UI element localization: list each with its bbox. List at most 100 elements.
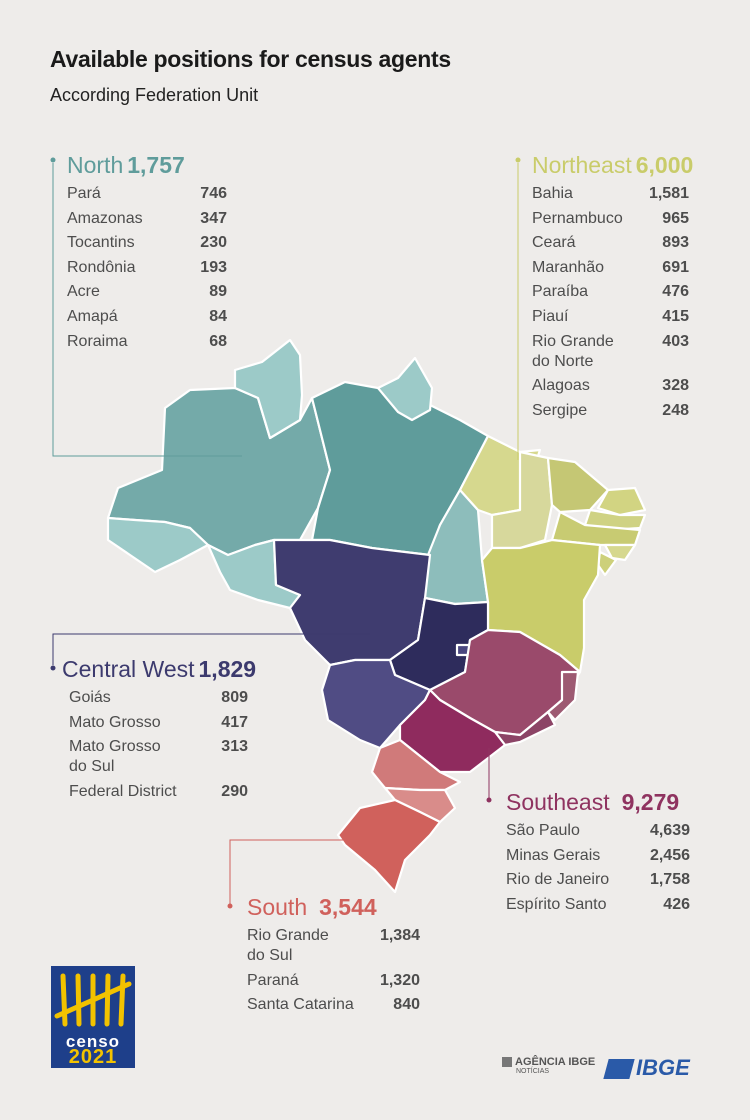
- south-header: South 3,544: [247, 894, 420, 920]
- state-row: Federal District 290: [69, 782, 248, 802]
- state-value: 746: [200, 185, 227, 202]
- censo-2021-logo: censo 2021: [51, 966, 135, 1068]
- agencia-ibge-logo: AGÊNCIA IBGE NOTÍCIAS: [502, 1056, 595, 1075]
- state-name: Ceará: [532, 234, 576, 252]
- central-west-header: Central West 1,829: [62, 656, 256, 682]
- central-west-total: 1,829: [198, 656, 257, 682]
- south-state-list: Rio Grande do Sul 1,384 Paraná 1,320 Santa C…: [247, 926, 420, 1015]
- ibge-emblem-icon: [603, 1059, 635, 1080]
- north-name: North: [67, 152, 124, 178]
- central-west-leader-line: [52, 633, 370, 665]
- state-value: 893: [662, 234, 689, 252]
- north-region-panel: North 1,757 Pará 746 Amazonas 347 Tocantins 23…: [67, 152, 227, 356]
- page-title: Available positions for census agents: [50, 46, 451, 72]
- state-value: 290: [221, 782, 248, 800]
- state-name: Mato Grosso do Sul: [69, 738, 161, 776]
- state-value: 248: [662, 401, 689, 419]
- southeast-state-list: São Paulo 4,639 Minas Gerais 2,456 Rio de Ja…: [506, 821, 690, 915]
- state-row: Pará 746: [67, 184, 227, 204]
- state-name: Espírito Santo: [506, 895, 607, 913]
- state-name: Paraíba: [532, 283, 589, 301]
- state-value: 68: [209, 332, 227, 350]
- northeast-state-list: Bahia 1,581 Pernambuco 965 Ceará 893 Maranhão 6…: [532, 184, 689, 421]
- south-name: South: [247, 894, 308, 920]
- state-value: 809: [221, 689, 248, 706]
- state-alagoas: [603, 543, 637, 562]
- state-value: 691: [662, 258, 689, 276]
- state-name: Sergipe: [532, 401, 588, 419]
- central-west-region-panel: Central West 1,829 Goiás 809 Mato Grosso 417…: [62, 656, 256, 806]
- northeast-region-panel: Northeast 6,000 Bahia 1,581 Pernambuco 965 Ce…: [532, 152, 693, 425]
- state-espirito-santo: [546, 670, 580, 722]
- south-leader-dot: [227, 903, 233, 909]
- state-mato-grosso: [272, 538, 432, 667]
- state-value: 193: [200, 258, 227, 276]
- state-row: Piauí 415: [532, 307, 689, 327]
- state-row: Tocantins 230: [67, 233, 227, 253]
- state-name: Rio de Janeiro: [506, 871, 610, 889]
- southeast-total: 9,279: [621, 789, 680, 815]
- agencia-icon: [502, 1057, 512, 1068]
- state-row: Ceará 893: [532, 233, 689, 253]
- state-row: Paraíba 476: [532, 282, 689, 302]
- state-value: 89: [209, 283, 227, 301]
- state-value: 1,758: [649, 871, 690, 889]
- state-name: Tocantins: [67, 234, 135, 252]
- state-value: 1,320: [379, 971, 420, 989]
- state-name: Minas Gerais: [506, 846, 601, 864]
- state-value: 84: [209, 307, 227, 325]
- state-value: 2,456: [649, 846, 690, 864]
- south-region-panel: South 3,544 Rio Grande do Sul 1,384 Paraná 1…: [247, 894, 420, 1020]
- state-name: Goiás: [69, 689, 111, 706]
- state-name: Mato Grosso: [69, 713, 161, 731]
- southeast-leader-dot: [486, 797, 492, 803]
- southeast-header: Southeast 9,279: [506, 789, 690, 815]
- state-row: Alagoas 328: [532, 376, 689, 396]
- state-name: Federal District: [69, 782, 177, 800]
- state-value: 1,384: [379, 927, 420, 944]
- state-name: Piauí: [532, 307, 569, 325]
- state-value: 476: [662, 283, 689, 301]
- state-row: São Paulo 4,639: [506, 821, 690, 841]
- state-row: Pernambuco 965: [532, 209, 689, 229]
- state-row: Rondônia 193: [67, 258, 227, 278]
- state-name: Pará: [67, 185, 101, 202]
- state-roraima: [233, 338, 304, 440]
- state-name: São Paulo: [506, 822, 580, 839]
- state-value: 347: [200, 209, 227, 227]
- south-leader-line: [229, 839, 345, 905]
- state-value: 840: [393, 996, 420, 1014]
- central-west-state-list: Goiás 809 Mato Grosso 417 Mato Grosso do Sul…: [62, 688, 248, 802]
- state-name: Bahia: [532, 185, 573, 202]
- state-rio-grande-do-sul: [336, 798, 442, 894]
- state-row: Paraná 1,320: [247, 971, 420, 991]
- state-value: 965: [662, 209, 689, 227]
- state-acre: [106, 516, 210, 574]
- state-name: Roraima: [67, 332, 128, 350]
- state-name: Rondônia: [67, 258, 136, 276]
- state-name: Rio Grande do Sul: [247, 927, 329, 964]
- ibge-logo: IBGE: [603, 1055, 690, 1081]
- state-row: Amapá 84: [67, 307, 227, 327]
- state-name: Pernambuco: [532, 209, 623, 227]
- state-name: Amazonas: [67, 209, 143, 227]
- southeast-region-panel: Southeast 9,279 São Paulo 4,639 Minas Gerai…: [506, 789, 690, 919]
- state-rgn: [596, 486, 647, 517]
- state-value: 417: [221, 713, 248, 731]
- state-row: Mato Grosso do Sul 313: [69, 737, 248, 777]
- central-west-name: Central West: [62, 656, 195, 682]
- state-row: Rio Grande do Sul 1,384: [247, 926, 420, 966]
- state-row: Amazonas 347: [67, 209, 227, 229]
- ibge-wordmark: IBGE: [636, 1055, 690, 1080]
- northeast-total: 6,000: [635, 152, 694, 178]
- tally-marks-icon: [54, 973, 132, 1027]
- state-value: 403: [662, 332, 689, 350]
- page-subtitle: According Federation Unit: [50, 85, 259, 105]
- state-name: Maranhão: [532, 258, 605, 276]
- north-total: 1,757: [127, 152, 185, 178]
- state-value: 415: [662, 307, 689, 325]
- state-value: 230: [200, 234, 227, 252]
- censo-label: censo: [65, 1032, 121, 1051]
- agencia-line: AGÊNCIA IBGE: [502, 1056, 595, 1068]
